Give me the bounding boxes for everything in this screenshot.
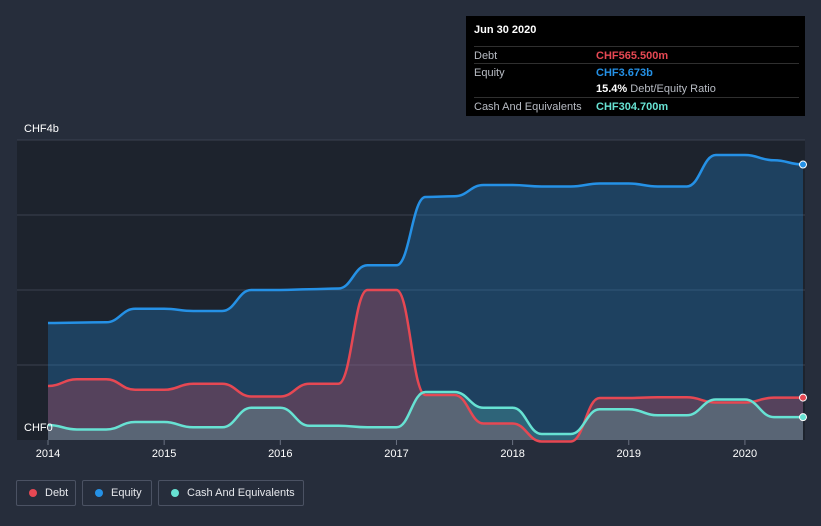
series-endpoints[interactable] [799,160,807,422]
tooltip-date: Jun 30 2020 [474,24,537,36]
tooltip-panel: Jun 30 2020 Debt CHF565.500m Equity CHF3… [466,16,805,116]
debt-endpoint-marker[interactable] [799,393,807,402]
y-tick-label-top: CHF4b [24,123,59,135]
grid-lines [17,139,805,366]
y-tick-label-bottom: CHF0 [24,422,53,434]
legend-item-equity[interactable]: Equity [82,480,152,506]
x-tick-label-2017: 2017 [384,448,408,460]
tooltip-cash-value: CHF304.700m [596,101,669,113]
x-tick-label-2018: 2018 [500,448,524,460]
legend-debt-dot [29,489,37,497]
tooltip-ratio: 15.4% Debt/Equity Ratio [596,83,716,95]
cash-endpoint-marker[interactable] [799,413,807,422]
x-tick-label-2014: 2014 [36,448,60,460]
tooltip-row-equity: Equity CHF3.673b 15.4% Debt/Equity Ratio [474,63,799,98]
legend-debt-label: Debt [45,487,69,499]
x-axis-ticks: 2014 2015 2016 2017 2018 2019 2020 [36,440,757,460]
x-tick-label-2020: 2020 [733,448,757,460]
tooltip-row-cash: Cash And Equivalents CHF304.700m [474,97,799,115]
legend-item-cash[interactable]: Cash And Equivalents [158,480,304,506]
tooltip-equity-value: CHF3.673b [596,67,653,79]
equity-area [48,155,803,440]
cash-line [47,390,803,436]
x-tick-label-2015: 2015 [152,448,176,460]
legend-cash-label: Cash And Equivalents [187,487,295,499]
x-tick-label-2019: 2019 [617,448,641,460]
legend-item-debt[interactable]: Debt [16,480,76,506]
cash-area [48,392,803,440]
legend-cash-dot [171,489,179,497]
legend-equity-label: Equity [111,487,142,499]
tooltip-debt-label: Debt [474,50,498,62]
equity-line [47,153,804,325]
series-lines [47,153,804,443]
tooltip-cash-label: Cash And Equivalents [474,101,582,113]
tooltip-debt-value: CHF565.500m [596,50,669,62]
series-areas [48,155,803,442]
debt-line [47,288,803,443]
tooltip-ratio-value: 15.4% [596,83,628,95]
x-tick-label-2016: 2016 [268,448,292,460]
legend-equity-dot [95,489,103,497]
tooltip-equity-label: Equity [474,67,505,79]
equity-endpoint-marker[interactable] [799,160,807,169]
tooltip-ratio-label: Debt/Equity Ratio [630,83,716,95]
debt-area [48,290,803,442]
tooltip-row-debt: Debt CHF565.500m [474,46,799,64]
